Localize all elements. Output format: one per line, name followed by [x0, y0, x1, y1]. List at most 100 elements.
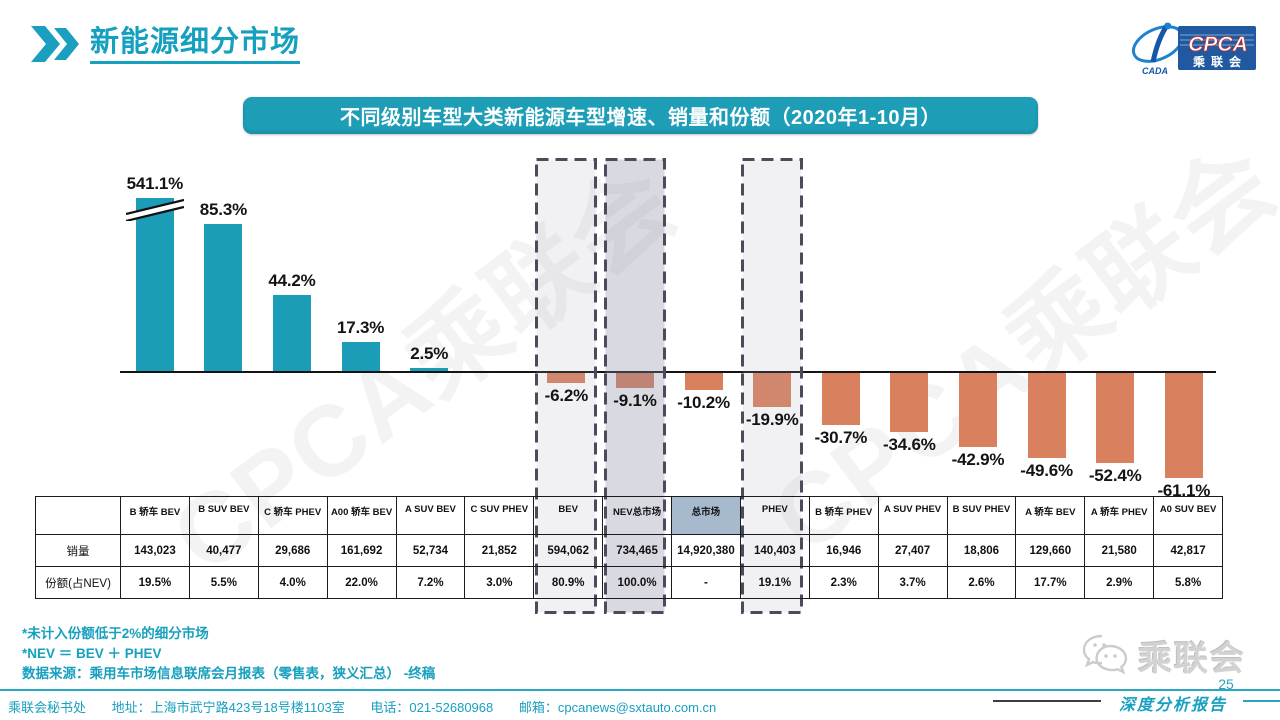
- col-header-A SUV PHEV: A SUV PHEV: [877, 496, 948, 535]
- col-header-B SUV PHEV: B SUV PHEV: [946, 496, 1017, 535]
- col-header-BEV: BEV: [533, 496, 604, 535]
- growth-label-NEV总市场: -9.1%: [613, 390, 657, 410]
- cpca-logo-box: [1178, 26, 1256, 70]
- bar-B SUV PHEV: [959, 372, 997, 447]
- 份额(占NEV)-A0 SUV BEV: 5.8%: [1153, 566, 1223, 599]
- org-wordmark: 乘联会: [1138, 639, 1246, 678]
- table-header-row: B 轿车 BEV B SUV BEV C 轿车 PHEV A00 轿车 BEV A SU…: [35, 496, 1223, 535]
- bar-B SUV BEV: [204, 223, 243, 372]
- 销量-B 轿车 BEV: 143,023: [120, 534, 190, 567]
- bar-B 轿车 BEV: [135, 198, 174, 372]
- col-header-B 轿车 BEV: B 轿车 BEV: [120, 496, 190, 535]
- 销量-A SUV PHEV: 27,407: [877, 534, 948, 567]
- contact-address: 地址：上海市武宁路423号18号楼1103室: [111, 700, 345, 715]
- col-header-B 轿车 PHEV: B 轿车 PHEV: [808, 496, 879, 535]
- double-chevron-icon: [31, 26, 79, 62]
- 份额(占NEV)-A 轿车 BEV: 17.7%: [1015, 566, 1086, 599]
- 份额(占NEV)-B SUV PHEV: 2.6%: [946, 566, 1017, 599]
- bar-A00 轿车 BEV: [341, 341, 380, 372]
- bar-C 轿车 PHEV: [273, 295, 311, 372]
- 份额(占NEV)-B SUV BEV: 5.5%: [188, 566, 259, 599]
- growth-label-B SUV PHEV: -42.9%: [951, 449, 1005, 469]
- footnotes: *未计入份额低于2%的细分市场 *NEV ＝ BEV ＋ PHEV 数据来源：乘…: [22, 624, 435, 684]
- contact-bar: 乘联会秘书处 地址：上海市武宁路423号18号楼1103室 电话：021-526…: [8, 697, 738, 716]
- col-header-总市场: 总市场: [671, 496, 741, 535]
- footnote: 数据来源：乘用车市场信息联席会月报表（零售表，狭义汇总） -终稿: [22, 666, 436, 681]
- bar-NEV总市场: [616, 372, 654, 388]
- growth-label-B 轿车 BEV: 541.1%: [126, 174, 184, 193]
- 销量-总市场: 14,920,380: [671, 534, 741, 567]
- chart-title-banner: 不同级别车型大类新能源车型增速、销量和份额（2020年1-10月）: [243, 97, 1038, 134]
- cpca-logo: CADA CPCA 乘联会: [1131, 22, 1256, 76]
- col-header-B SUV BEV: B SUV BEV: [188, 496, 259, 535]
- 销量-B 轿车 PHEV: 16,946: [808, 534, 879, 567]
- axis-break-icon: [125, 197, 185, 226]
- header: 新能源细分市场: [30, 24, 301, 64]
- cada-label: CADA: [1142, 66, 1168, 76]
- 份额(占NEV)-A SUV BEV: 7.2%: [395, 566, 466, 599]
- cpca-wordmark: CPCA: [1188, 33, 1248, 56]
- bar-B 轿车 PHEV: [821, 372, 860, 426]
- growth-label-B SUV BEV: 85.3%: [199, 199, 247, 219]
- 份额(占NEV)-BEV: 80.9%: [533, 566, 604, 599]
- cpca-org-label: 乘联会: [1192, 54, 1247, 69]
- table-row: 份额(占NEV) 19.5% 5.5% 4.0% 22.0% 7.2% 3.0% 80.9% 1…: [35, 566, 1223, 599]
- bar-总市场: [684, 372, 723, 390]
- footnote: *NEV ＝ BEV ＋ PHEV: [22, 646, 162, 661]
- report-label-rule-right: [1243, 700, 1280, 702]
- col-header-A SUV BEV: A SUV BEV: [395, 496, 466, 535]
- bar-BEV: [547, 372, 586, 383]
- bar-A 轿车 PHEV: [1096, 372, 1135, 464]
- col-header-PHEV: PHEV: [739, 496, 810, 535]
- 份额(占NEV)-A 轿车 PHEV: 2.9%: [1084, 566, 1155, 599]
- 份额(占NEV)-PHEV: 19.1%: [739, 566, 810, 599]
- footnote: *未计入份额低于2%的细分市场: [22, 626, 209, 641]
- 份额(占NEV)-C 轿车 PHEV: 4.0%: [257, 566, 328, 599]
- growth-label-B 轿车 PHEV: -30.7%: [814, 428, 868, 448]
- col-header-A 轿车 BEV: A 轿车 BEV: [1015, 496, 1086, 535]
- growth-label-BEV: -6.2%: [544, 385, 589, 405]
- growth-label-A00 轿车 BEV: 17.3%: [336, 317, 385, 337]
- bar-A SUV BEV: [410, 367, 449, 372]
- 销量-BEV: 594,062: [533, 534, 604, 567]
- x-axis-line: [120, 371, 1216, 373]
- col-header-A0 SUV BEV: A0 SUV BEV: [1153, 496, 1223, 535]
- contact-org: 乘联会秘书处: [8, 700, 87, 715]
- 销量-NEV总市场: 734,465: [602, 534, 672, 567]
- 份额(占NEV)-A00 轿车 BEV: 22.0%: [326, 566, 397, 599]
- growth-label-A SUV BEV: 2.5%: [410, 343, 449, 363]
- report-label: 深度分析报告: [1118, 695, 1227, 714]
- 份额(占NEV)-B 轿车 BEV: 19.5%: [120, 566, 190, 599]
- 份额(占NEV)-A SUV PHEV: 3.7%: [877, 566, 948, 599]
- row-label: 销量: [35, 534, 121, 567]
- bar-A0 SUV BEV: [1164, 372, 1203, 479]
- col-header-C 轿车 PHEV: C 轿车 PHEV: [257, 496, 328, 535]
- wechat-bubbles-icon: [1082, 634, 1128, 675]
- 份额(占NEV)-C SUV PHEV: 3.0%: [464, 566, 535, 599]
- col-header-C SUV PHEV: C SUV PHEV: [464, 496, 535, 535]
- wechat-org-logo: 乘联会: [1080, 630, 1246, 680]
- contact-rule: [0, 689, 1280, 691]
- bar-PHEV: [753, 372, 792, 407]
- report-label-rule-left: [993, 700, 1101, 702]
- table-row: 销量 143,023 40,477 29,686 161,692 52,734 21,852…: [35, 534, 1223, 567]
- 销量-A SUV BEV: 52,734: [395, 534, 466, 567]
- 份额(占NEV)-NEV总市场: 100.0%: [602, 566, 672, 599]
- 份额(占NEV)-总市场: -: [671, 566, 741, 599]
- 销量-A0 SUV BEV: 42,817: [1153, 534, 1223, 567]
- 销量-C 轿车 PHEV: 29,686: [257, 534, 328, 567]
- col-header-NEV总市场: NEV总市场: [602, 496, 672, 535]
- 销量-A 轿车 PHEV: 21,580: [1084, 534, 1155, 567]
- growth-label-PHEV: -19.9%: [745, 409, 799, 429]
- bar-A 轿车 BEV: [1027, 372, 1066, 459]
- growth-label-A 轿车 BEV: -49.6%: [1020, 461, 1073, 481]
- 销量-B SUV BEV: 40,477: [188, 534, 259, 567]
- contact-phone: 电话：021-52680968: [370, 700, 494, 715]
- growth-label-A SUV PHEV: -34.6%: [883, 435, 936, 455]
- growth-label-A0 SUV BEV: -61.1%: [1157, 481, 1211, 501]
- col-header-A 轿车 PHEV: A 轿车 PHEV: [1084, 496, 1155, 535]
- page-number: 25: [1218, 676, 1234, 692]
- row-label: 份额(占NEV): [35, 566, 121, 599]
- 销量-C SUV PHEV: 21,852: [464, 534, 535, 567]
